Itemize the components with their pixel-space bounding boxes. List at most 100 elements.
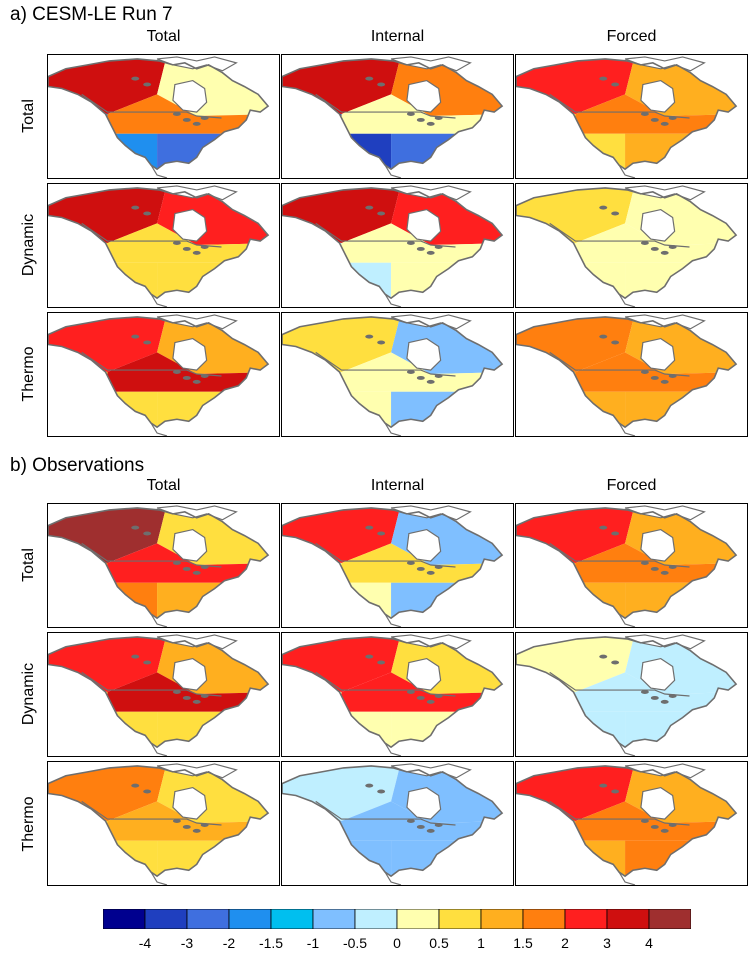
coastline-south — [150, 613, 168, 627]
lake — [131, 205, 140, 210]
hudson-bay — [406, 528, 442, 562]
lake — [172, 112, 181, 117]
lake — [640, 819, 649, 824]
border-line — [549, 351, 690, 377]
lake — [172, 819, 181, 824]
lake — [426, 121, 435, 126]
lake — [131, 654, 140, 659]
lake — [406, 561, 415, 566]
anomaly-region — [391, 840, 503, 877]
lake — [172, 241, 181, 246]
colorbar — [103, 909, 691, 929]
lake — [192, 699, 201, 704]
anomaly-region — [391, 582, 503, 619]
anomaly-region — [157, 711, 269, 748]
coastline-south — [618, 422, 636, 436]
coastline — [282, 187, 504, 300]
coastline-south — [618, 293, 636, 307]
anomaly-region — [391, 133, 503, 170]
colorbar-bin — [522, 909, 566, 929]
colorbar-tick-label: 1 — [477, 935, 485, 951]
lake — [365, 334, 374, 339]
lake — [640, 241, 649, 246]
coastline-south — [384, 293, 402, 307]
border-line — [315, 222, 456, 248]
colorbar-bin — [270, 909, 314, 929]
arctic-islands — [390, 314, 472, 330]
map-panel — [281, 312, 514, 437]
anomaly-region — [575, 223, 737, 263]
arctic-islands — [390, 185, 472, 201]
anomaly-region — [625, 840, 737, 877]
anomaly-region — [107, 801, 269, 841]
lake — [365, 654, 374, 659]
hudson-bay — [640, 337, 676, 371]
anomaly-region — [575, 352, 737, 392]
border-line — [81, 800, 222, 826]
anomaly-region — [341, 94, 503, 134]
row-label-total: Total — [20, 548, 37, 582]
map-panel — [47, 632, 280, 757]
anomaly-region — [391, 391, 503, 428]
lake — [660, 699, 669, 704]
col-header-forced: Forced — [606, 477, 657, 494]
map-panel — [281, 503, 514, 628]
col-header-total: Total — [146, 28, 181, 45]
coastline — [516, 316, 738, 429]
coastline — [282, 316, 504, 429]
map-panel — [515, 761, 748, 886]
lake — [192, 379, 201, 384]
anomaly-region — [625, 133, 737, 170]
map-panel — [515, 183, 748, 308]
lake — [611, 660, 620, 665]
arctic-islands — [156, 763, 238, 779]
anomaly-region — [107, 672, 269, 712]
coastline-south — [384, 164, 402, 178]
colorbar-tick-label: -1.5 — [258, 935, 284, 951]
anomaly-region — [341, 801, 503, 841]
anomaly-region — [391, 262, 503, 299]
col-header-forced: Forced — [606, 28, 657, 45]
lake — [650, 824, 659, 829]
lake — [599, 205, 608, 210]
lake — [416, 566, 425, 571]
lake — [192, 250, 201, 255]
border-line — [81, 671, 222, 697]
lake — [182, 824, 191, 829]
coastline-south — [150, 164, 168, 178]
lake — [650, 566, 659, 571]
colorbar-bin — [648, 909, 691, 929]
hudson-bay — [640, 528, 676, 562]
anomaly-region — [575, 94, 737, 134]
lake — [172, 370, 181, 375]
anomaly-region — [341, 543, 503, 583]
colorbar-tick-label: 1.5 — [513, 935, 533, 951]
colorbar-bin — [144, 909, 188, 929]
colorbar-tick-label: 3 — [603, 935, 611, 951]
lake — [377, 660, 386, 665]
coastline — [48, 507, 270, 620]
hudson-bay — [640, 657, 676, 691]
coastline-south — [384, 613, 402, 627]
hudson-bay — [172, 528, 208, 562]
hudson-bay — [172, 657, 208, 691]
anomaly-region — [107, 543, 269, 583]
hudson-bay — [172, 79, 208, 113]
border-line — [315, 93, 456, 119]
map-panel — [515, 312, 748, 437]
lake — [143, 340, 152, 345]
lake — [599, 334, 608, 339]
arctic-islands — [624, 314, 706, 330]
lake — [640, 690, 649, 695]
colorbar-bin — [103, 909, 146, 929]
lake — [182, 695, 191, 700]
lake — [650, 375, 659, 380]
hudson-bay — [406, 657, 442, 691]
coastline-south — [618, 871, 636, 885]
coastline — [282, 507, 504, 620]
coastline — [516, 507, 738, 620]
anomaly-region — [157, 133, 269, 170]
lake — [143, 82, 152, 87]
colorbar-bin — [186, 909, 230, 929]
coastline-south — [384, 871, 402, 885]
